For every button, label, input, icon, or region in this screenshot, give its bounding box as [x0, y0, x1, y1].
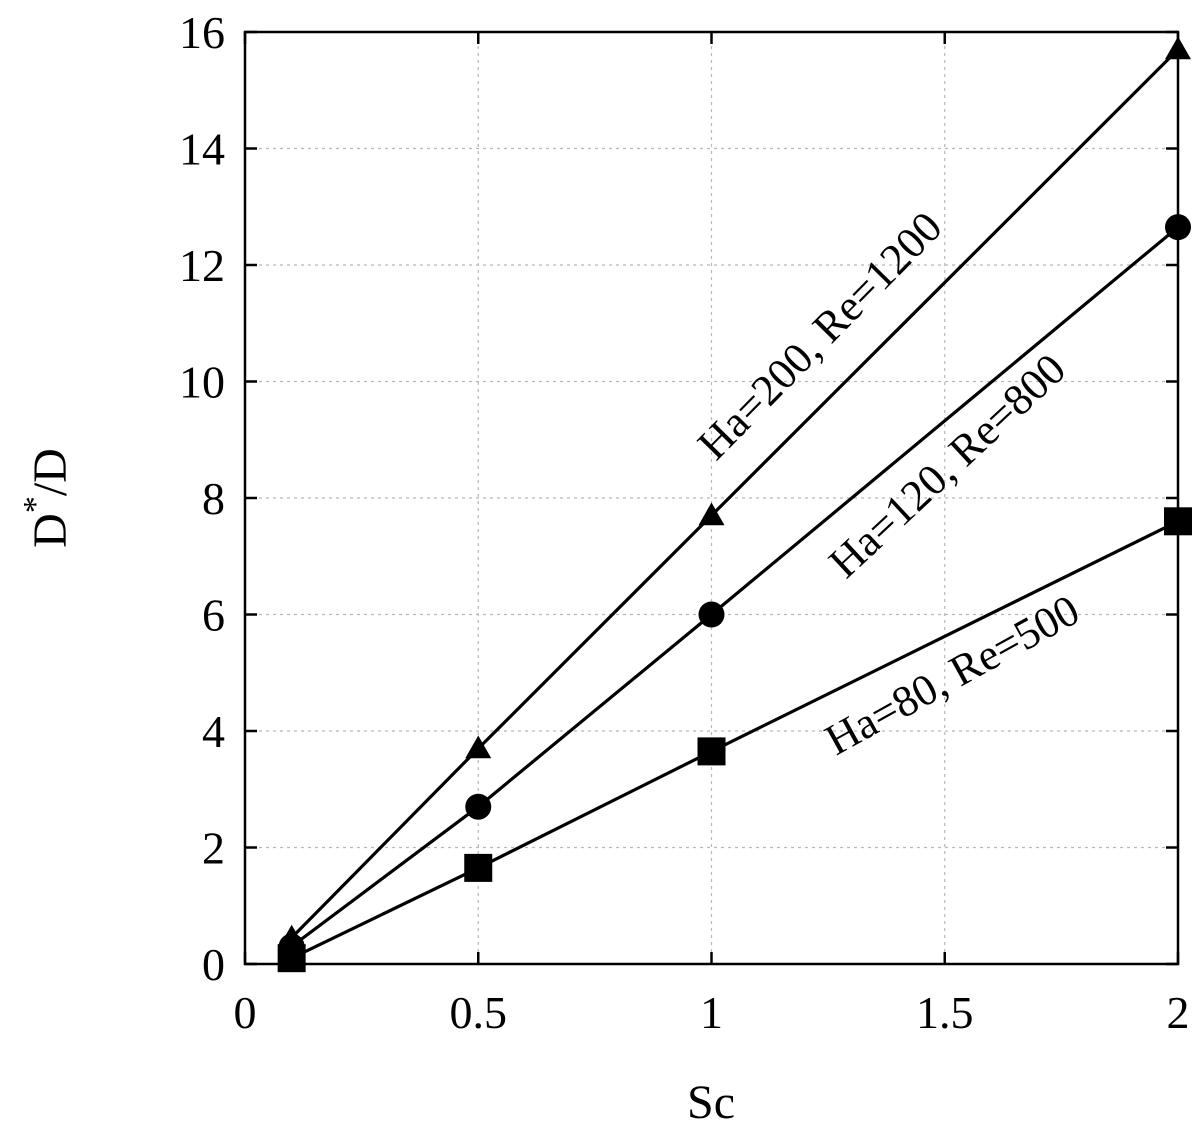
series-line-ha120 — [290, 225, 1180, 948]
y-tick-label: 14 — [179, 124, 225, 175]
y-tick-label: 0 — [202, 939, 225, 990]
y-tick-label: 16 — [179, 7, 225, 58]
y-tick-label: 2 — [202, 823, 225, 874]
y-tick-label: 8 — [202, 473, 225, 524]
y-tick-label: 6 — [202, 590, 225, 641]
data-point-ha120 — [698, 601, 725, 628]
data-point-ha80 — [697, 737, 726, 766]
y-axis-label-base: D — [24, 513, 77, 548]
data-point-ha80 — [277, 944, 306, 973]
data-point-ha120 — [465, 793, 492, 820]
series-line-ha200 — [290, 48, 1180, 939]
axis-ticks — [243, 30, 1180, 966]
x-tick-label: 0.5 — [450, 987, 508, 1038]
x-tick-label: 1 — [700, 987, 723, 1038]
y-tick-label: 12 — [179, 240, 225, 291]
annotation-ha80: Ha=80, Re=500 — [817, 585, 1087, 764]
x-tick-label: 0 — [234, 987, 257, 1038]
data-point-ha200 — [465, 735, 492, 759]
x-tick-label: 2 — [1167, 987, 1190, 1038]
x-tick-label: 1.5 — [916, 987, 974, 1038]
y-axis-label-sup: * — [17, 496, 54, 513]
y-axis-label: D*/D — [17, 448, 77, 548]
x-axis-label: Sc — [687, 1076, 735, 1129]
y-tick-label: 4 — [202, 706, 225, 757]
annotation-ha120: Ha=120, Re=800 — [819, 344, 1075, 587]
grid-lines — [245, 32, 1178, 964]
y-tick-labels: 0 2 4 6 8 10 12 14 16 — [179, 7, 225, 990]
x-tick-labels: 0 0.5 1 1.5 2 — [234, 987, 1190, 1038]
data-point-ha200 — [698, 502, 725, 526]
data-point-ha80 — [464, 853, 493, 882]
y-tick-label: 10 — [179, 357, 225, 408]
series-markers — [277, 36, 1192, 973]
annotation-ha200: Ha=200, Re=1200 — [688, 202, 951, 469]
series-lines — [290, 48, 1180, 960]
series-line-ha80 — [290, 519, 1179, 960]
y-axis-label-rest: /D — [24, 448, 77, 496]
